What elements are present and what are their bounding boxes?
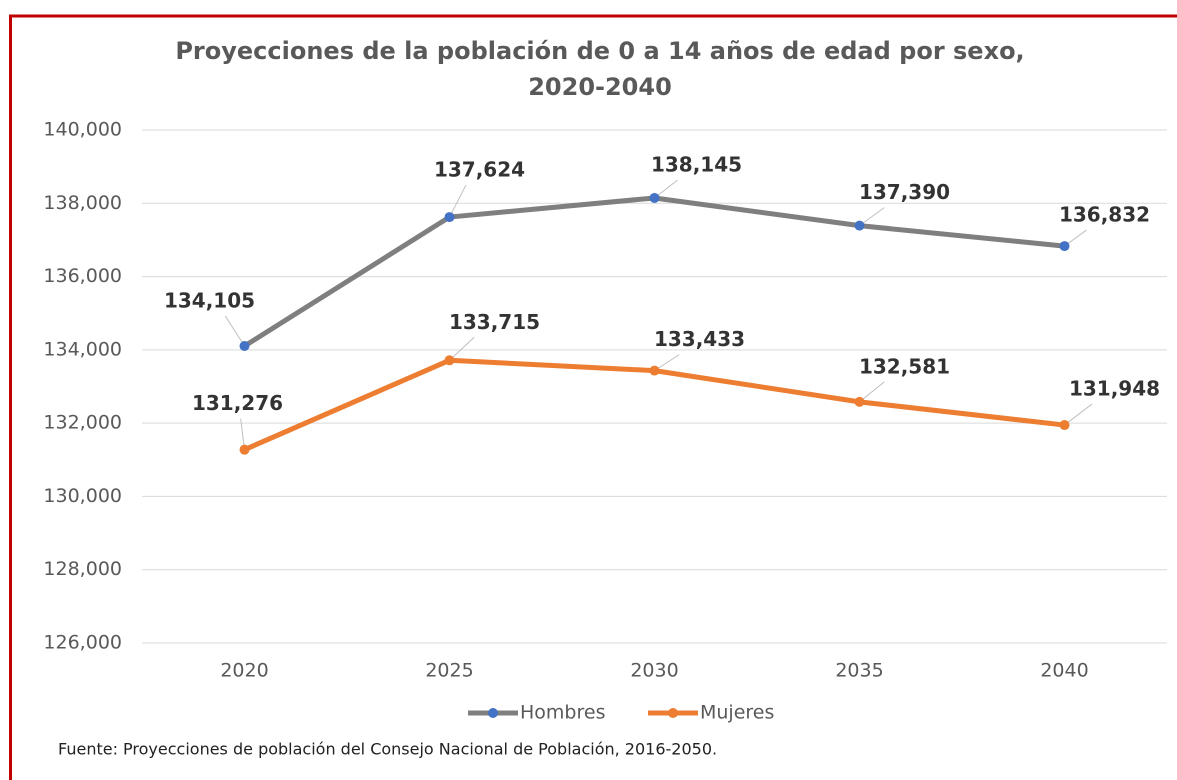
legend-marker: [668, 708, 678, 718]
point: [649, 365, 660, 376]
leader-line: [224, 315, 245, 347]
x-tick-label: 2030: [630, 660, 678, 682]
y-tick-label: 132,000: [43, 412, 122, 434]
leader-line: [449, 336, 475, 361]
data-label: 138,145: [651, 152, 742, 176]
point: [239, 341, 250, 352]
point: [444, 212, 455, 223]
point: [1059, 241, 1070, 252]
leader-line: [449, 184, 467, 218]
x-tick-label: 2020: [220, 660, 268, 682]
data-label: 133,433: [654, 327, 745, 351]
y-tick-label: 134,000: [43, 338, 122, 360]
data-label: 133,715: [449, 310, 540, 334]
leader-line: [859, 381, 885, 403]
data-label: 134,105: [164, 289, 255, 313]
y-tick-label: 138,000: [43, 192, 122, 214]
leader-line: [240, 418, 245, 450]
data-label: 132,581: [859, 354, 950, 378]
chart-title: Proyecciones de la población de 0 a 14 a…: [175, 37, 1024, 65]
legend-label: Hombres: [520, 702, 605, 724]
y-tick-label: 128,000: [43, 558, 122, 580]
x-tick-label: 2025: [425, 660, 473, 682]
y-tick-label: 136,000: [43, 265, 122, 287]
point: [1059, 420, 1070, 431]
chart-subtitle: 2020-2040: [528, 73, 672, 101]
point: [649, 192, 660, 203]
data-label: 131,276: [192, 391, 283, 415]
y-tick-label: 130,000: [43, 485, 122, 507]
leader-line: [1064, 403, 1093, 426]
data-label: 136,832: [1059, 203, 1150, 227]
point: [444, 355, 455, 366]
data-label: 137,624: [434, 158, 525, 182]
y-tick-label: 140,000: [43, 119, 122, 141]
data-label: 137,390: [859, 180, 950, 204]
point: [854, 396, 865, 407]
y-tick-label: 126,000: [43, 632, 122, 654]
legend-marker: [488, 708, 498, 718]
leader-line: [859, 207, 885, 227]
point: [854, 220, 865, 231]
point: [239, 444, 250, 455]
source-note: Fuente: Proyecciones de población del Co…: [58, 740, 717, 759]
data-label: 131,948: [1069, 377, 1160, 401]
x-tick-label: 2035: [835, 660, 883, 682]
x-tick-label: 2040: [1040, 660, 1088, 682]
legend-label: Mujeres: [700, 702, 774, 724]
